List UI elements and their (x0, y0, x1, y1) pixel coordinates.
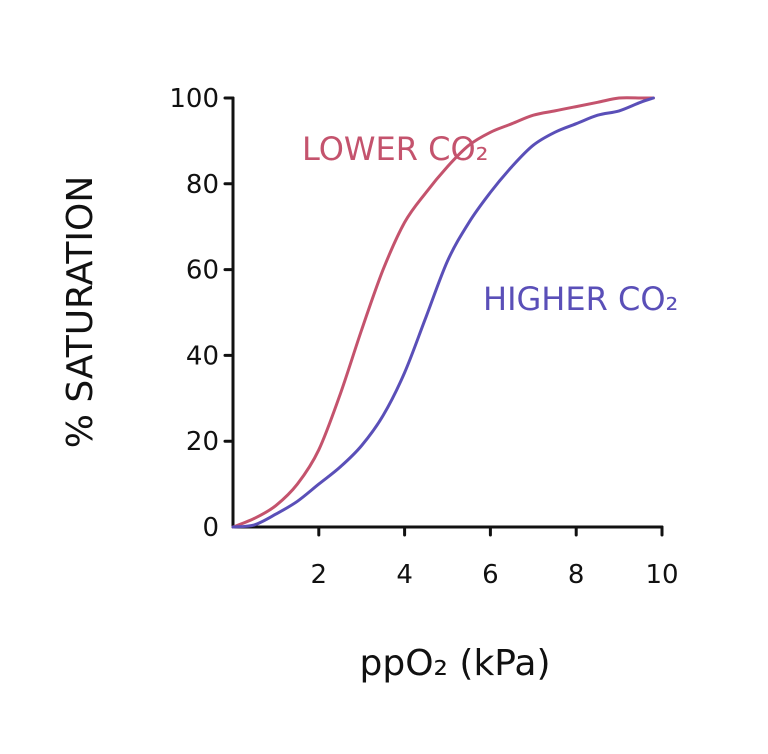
ticks (223, 96, 664, 537)
y-tick-label: 40 (186, 341, 219, 371)
tick-labels: 0 20 40 60 80 100 2 4 6 8 10 (169, 84, 678, 590)
x-tick-label: 2 (311, 560, 328, 590)
x-tick-label: 4 (396, 560, 413, 590)
series-line-higher-co2 (231, 96, 655, 529)
y-tick-label: 100 (169, 84, 219, 114)
y-tick-label: 0 (202, 513, 219, 543)
axes (231, 96, 664, 529)
y-axis-title: % SATURATION (60, 176, 101, 449)
y-tick-label: 60 (186, 256, 219, 286)
x-tick-label: 8 (568, 560, 585, 590)
y-tick-label: 20 (186, 427, 219, 457)
curves (231, 96, 655, 529)
series-label-higher-co2: HIGHER CO₂ (483, 280, 678, 318)
series-label-lower-co2: LOWER CO₂ (302, 130, 489, 168)
x-axis-title: ppO₂ (kPa) (359, 643, 550, 684)
y-tick-label: 80 (186, 170, 219, 200)
x-tick-label: 6 (482, 560, 499, 590)
series-line-lower-co2 (231, 96, 655, 529)
x-tick-label: 10 (645, 560, 678, 590)
